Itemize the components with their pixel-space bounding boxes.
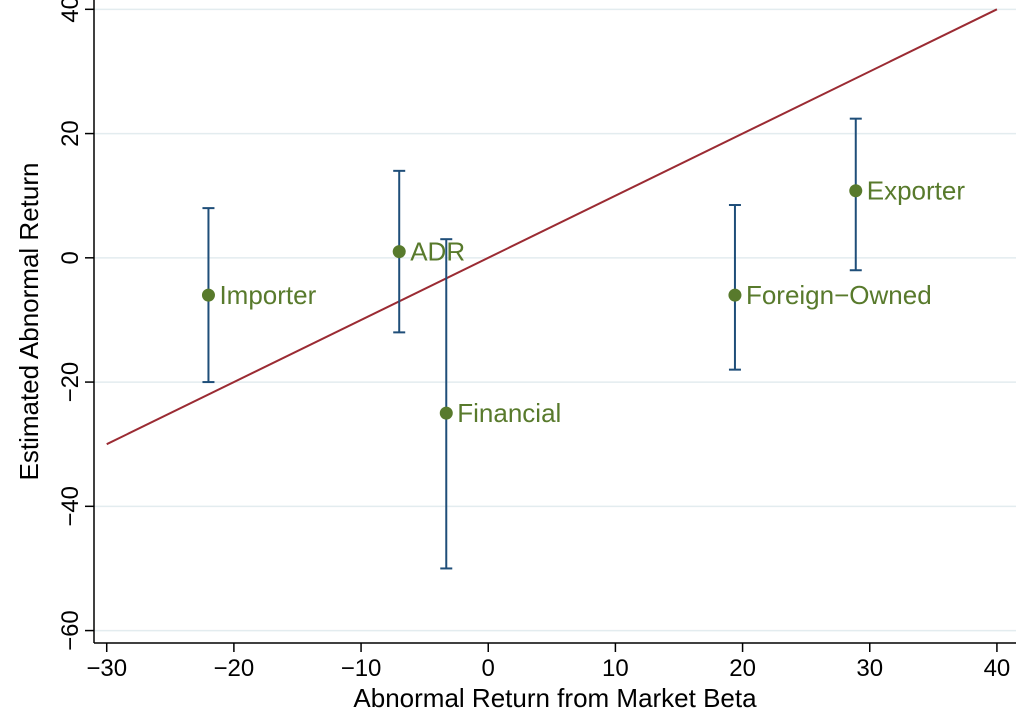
error-bars [202,117,862,570]
x-tick-label: −20 [214,655,255,682]
reference-line [106,8,998,446]
x-tick-label: 10 [602,655,629,682]
y-tick-label: 0 [57,251,84,264]
x-axis-title: Abnormal Return from Market Beta [353,683,757,713]
x-tick-label: −30 [86,655,127,682]
y-axis-ticks: −60 −40 −20 0 20 40 [57,0,94,651]
gridlines [94,8,1016,632]
x-tick-label: 0 [482,655,495,682]
data-point [439,406,453,420]
x-tick-label: 20 [729,655,756,682]
point-labels: Importer ADR Financial Foreign−Owned Exporte… [219,176,965,428]
x-tick-label: 30 [856,655,883,682]
data-point [201,288,215,302]
point-label: Importer [219,280,316,310]
y-tick-label: −20 [57,362,84,403]
y-tick-label: 20 [57,120,84,147]
point-label: Financial [457,398,561,428]
y-axis-title: Estimated Abnormal Return [14,163,44,481]
reference-line-group [106,8,998,446]
y-tick-label: −60 [57,610,84,651]
y-tick-label: 40 [57,0,84,23]
point-label: Exporter [867,176,966,206]
data-point [392,245,406,259]
axes [93,0,1016,644]
x-tick-label: −10 [341,655,382,682]
point-label: ADR [410,237,465,267]
point-label: Foreign−Owned [746,280,932,310]
data-point [728,288,742,302]
x-tick-label: 40 [984,655,1011,682]
x-axis-ticks: −30 −20 −10 0 10 20 30 40 [86,643,1010,682]
y-tick-label: −40 [57,486,84,527]
data-points [201,184,863,420]
data-point [849,184,863,198]
